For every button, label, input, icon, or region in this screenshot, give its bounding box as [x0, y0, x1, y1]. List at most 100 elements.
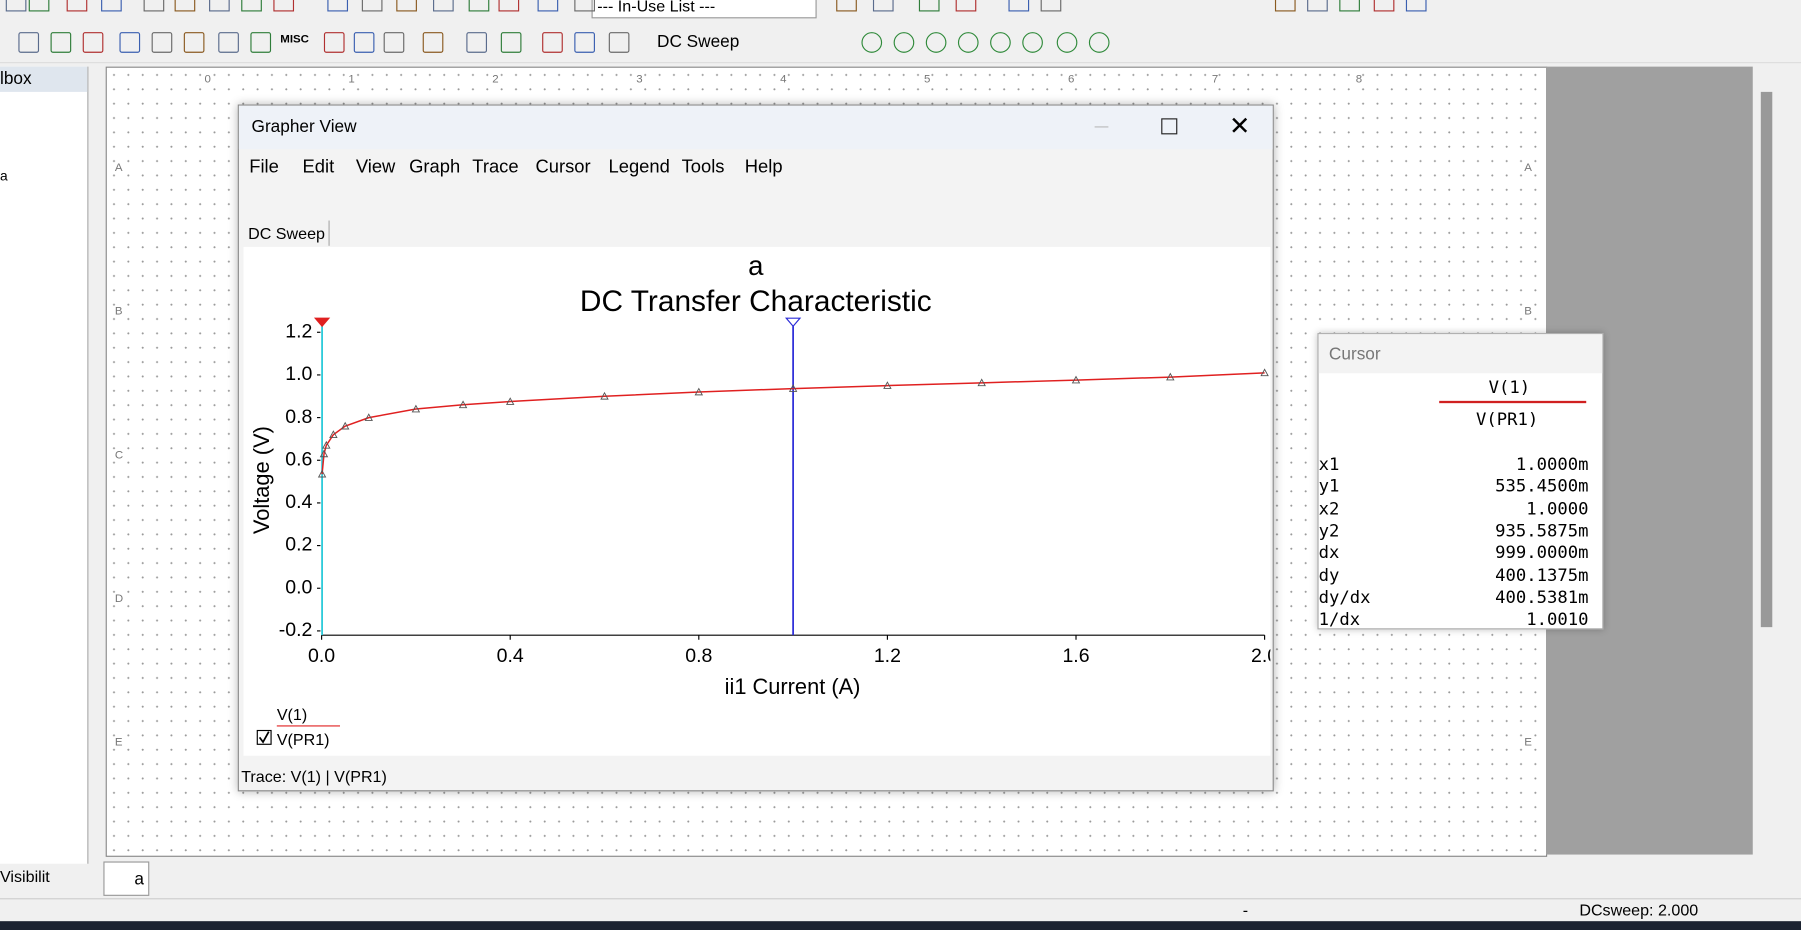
data-marker	[329, 430, 338, 438]
sheet-tab[interactable]	[103, 861, 150, 896]
toolbar-button[interactable]	[66, 0, 88, 12]
toolbar-button[interactable]	[323, 32, 345, 53]
toolbar-button[interactable]	[433, 0, 454, 12]
toolbar-button[interactable]	[327, 0, 349, 12]
toolbar-button[interactable]	[209, 0, 230, 12]
toolbar-button[interactable]	[537, 0, 559, 12]
ruler-column: 0	[204, 73, 211, 87]
x-tick-label: 0.4	[497, 645, 524, 667]
cursor-handle	[784, 317, 802, 328]
toolbar-button[interactable]	[574, 0, 595, 12]
toolbar-button[interactable]	[925, 32, 947, 53]
y-axis-label: Voltage (V)	[249, 426, 274, 534]
menu-item[interactable]: Legend	[608, 157, 670, 177]
toolbar-button[interactable]	[143, 0, 165, 12]
toolbar-button[interactable]	[151, 32, 173, 53]
cursor-row-label: 1/dx	[1318, 608, 1361, 630]
panel-item[interactable]: a	[0, 167, 8, 184]
toolbar-button[interactable]	[1056, 32, 1078, 53]
toolbar-button[interactable]	[1008, 0, 1030, 12]
cursor-row-value: 1.0000m	[1515, 453, 1589, 475]
toolbar-button[interactable]	[990, 32, 1011, 53]
data-marker	[319, 449, 329, 458]
toolbar-button[interactable]	[574, 32, 595, 53]
toolbar-button[interactable]	[955, 0, 977, 12]
toolbar-button[interactable]	[218, 32, 239, 53]
toolbar-button[interactable]	[861, 32, 883, 53]
toolbar-button[interactable]	[101, 0, 122, 12]
toolbar-button[interactable]	[466, 32, 488, 53]
misc-button[interactable]: MISC	[280, 33, 309, 46]
cursor-header-bottom: V(PR1)	[1475, 408, 1539, 430]
toolbar-button[interactable]	[1040, 0, 1062, 12]
toolbar-button[interactable]	[542, 32, 563, 53]
toolbar-button[interactable]	[50, 32, 72, 53]
chart-subtitle: DC Transfer Characteristic	[580, 285, 932, 318]
cursor-row-value: 1.0010	[1526, 608, 1589, 630]
panel-tab[interactable]: Visibilit	[0, 867, 50, 886]
sheet-tab-label[interactable]: a	[134, 869, 144, 890]
status-bar	[0, 898, 1801, 923]
toolbar-button[interactable]	[18, 32, 40, 53]
toolbar-button[interactable]	[5, 0, 27, 12]
scrollbar[interactable]	[1760, 91, 1773, 628]
toolbar-button[interactable]	[1373, 0, 1395, 12]
legend-label[interactable]: V(PR1)	[277, 731, 330, 749]
data-marker	[364, 413, 373, 421]
toolbar-button[interactable]	[957, 32, 979, 53]
toolbar-button[interactable]	[28, 0, 50, 12]
toolbar-button[interactable]	[1307, 0, 1328, 12]
close[interactable]: ✕	[1229, 111, 1251, 141]
toolbar-button[interactable]	[82, 32, 104, 53]
toolbar-button[interactable]	[608, 32, 630, 53]
toolbar-button[interactable]	[498, 0, 520, 12]
cursor-row-label: dy	[1318, 564, 1340, 586]
tab-label[interactable]: DC Sweep	[248, 223, 325, 243]
toolbar-button[interactable]	[1274, 0, 1296, 12]
toolbar-button[interactable]	[1088, 32, 1110, 53]
toolbar-button[interactable]	[273, 0, 295, 12]
in-use-list[interactable]: --- In-Use List ---	[591, 0, 817, 19]
toolbar-button[interactable]	[872, 0, 894, 12]
menu-item[interactable]: Cursor	[535, 157, 591, 177]
toolbar-button[interactable]	[183, 32, 205, 53]
minimize[interactable]	[1094, 126, 1109, 128]
data-marker	[317, 469, 327, 478]
toolbar-button[interactable]	[1339, 0, 1360, 12]
toolbar-button[interactable]	[422, 32, 444, 53]
taskbar	[0, 921, 1801, 930]
tab[interactable]	[246, 220, 330, 246]
ruler-row: A	[114, 161, 123, 175]
y-tick-label: -0.2	[279, 619, 313, 641]
toolbar-button[interactable]	[174, 0, 196, 12]
toolbar-button[interactable]	[1405, 0, 1427, 12]
toolbar-button[interactable]	[353, 32, 375, 53]
menu-item[interactable]: File	[249, 157, 279, 177]
toolbar-button[interactable]	[361, 0, 383, 12]
toolbar-button[interactable]	[836, 0, 857, 12]
data-marker	[788, 384, 798, 392]
analysis-label[interactable]: DC Sweep	[656, 32, 740, 52]
toolbar-button[interactable]	[119, 32, 141, 53]
toolbar-button[interactable]	[893, 32, 915, 53]
toolbar-button[interactable]	[500, 32, 522, 53]
cursor-title-bar	[1318, 334, 1603, 374]
menu-item[interactable]: Help	[744, 157, 783, 177]
menu-item[interactable]: Trace	[472, 157, 519, 177]
toolbar-button[interactable]	[918, 0, 940, 12]
ruler-row: E	[1524, 736, 1532, 749]
toolbar-button[interactable]	[468, 0, 490, 12]
maximize[interactable]	[1161, 118, 1178, 135]
menu-item[interactable]: View	[355, 157, 396, 177]
toolbar-button[interactable]	[250, 32, 272, 53]
toolbar-button[interactable]	[383, 32, 405, 53]
menu-item[interactable]: Tools	[681, 157, 725, 177]
x-axis-label: ii1 Current (A)	[725, 674, 861, 699]
menu-item[interactable]: Edit	[302, 157, 335, 177]
menu-item[interactable]: Graph	[409, 157, 461, 177]
toolbar-button[interactable]	[241, 0, 262, 12]
toolbar-button[interactable]	[396, 0, 417, 12]
toolbar-button[interactable]	[1022, 32, 1043, 53]
data-marker	[340, 421, 350, 430]
